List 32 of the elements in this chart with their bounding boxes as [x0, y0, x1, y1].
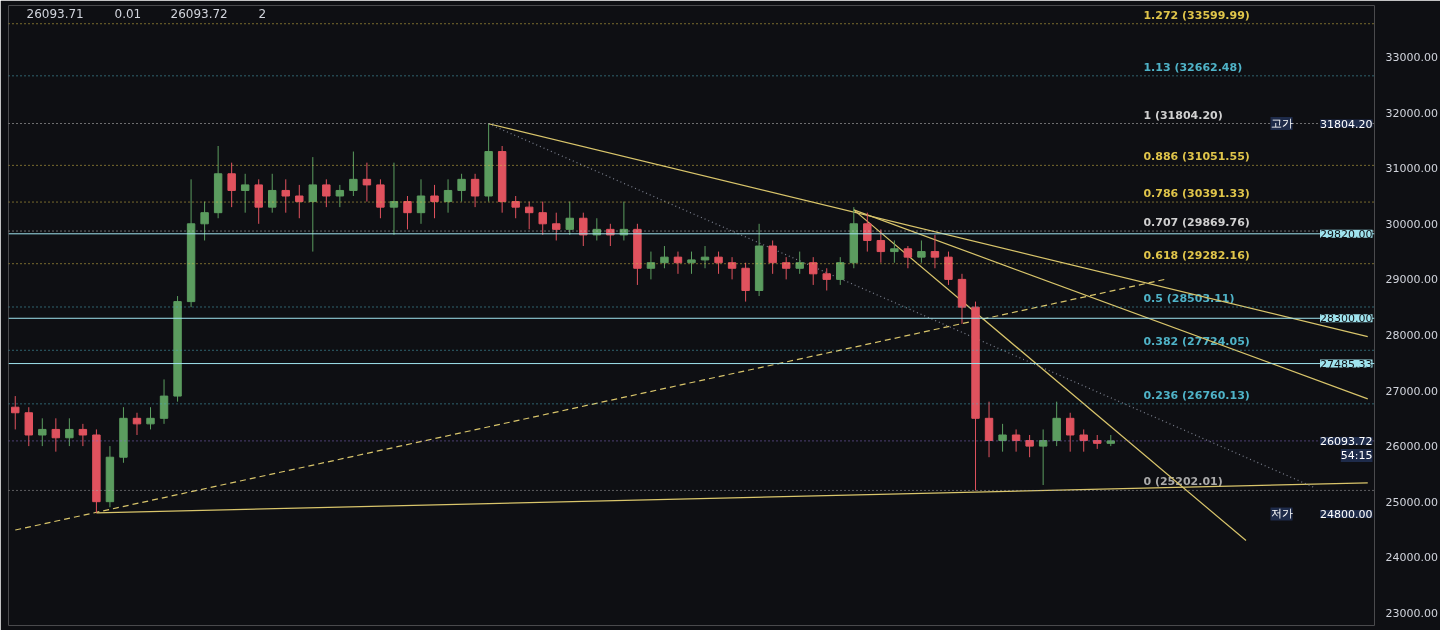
annotation: 저가: [1270, 507, 1293, 521]
ref-line-label: 0.236 (26760.13): [1143, 388, 1250, 402]
annotation: 2: [258, 7, 267, 21]
y-tick-label: 25000.00: [1385, 495, 1438, 509]
y-tick-label: 27000.00: [1385, 384, 1438, 398]
ref-line-label: 0.618 (29282.16): [1143, 248, 1250, 262]
y-tick-label: 26000.00: [1385, 440, 1438, 454]
annotation: 26093.72: [1320, 434, 1373, 448]
y-tick-label: 29000.00: [1385, 273, 1438, 287]
y-tick-label: 30000.00: [1385, 217, 1438, 231]
ref-line-label: 0.886 (31051.55): [1143, 150, 1250, 164]
ref-line-label: 1 (31804.20): [1143, 108, 1223, 122]
y-tick-label: 31000.00: [1385, 162, 1438, 176]
ref-line-label: 1.13 (32662.48): [1143, 60, 1243, 74]
annotation: 54:15: [1340, 449, 1373, 463]
y-tick-label: 32000.00: [1385, 106, 1438, 120]
y-tick-label: 24000.00: [1385, 551, 1438, 565]
annotation: 26093.71: [26, 7, 84, 21]
y-tick-label: 28000.00: [1385, 328, 1438, 342]
ref-line-label: 27485.33: [1320, 357, 1373, 371]
ref-line-label: 1.272 (33599.99): [1143, 8, 1250, 22]
annotation: 31804.20: [1320, 117, 1373, 131]
ref-line-label: 29820.00: [1320, 227, 1373, 241]
ref-line-label: 28300.00: [1320, 312, 1373, 326]
annotation: 26093.72: [170, 7, 228, 21]
annotation: 0.01: [114, 7, 142, 21]
annotation: 고가: [1270, 117, 1293, 131]
ref-line-label: 0.786 (30391.33): [1143, 187, 1250, 201]
annotation: 24800.00: [1320, 507, 1373, 521]
y-tick-label: 23000.00: [1385, 606, 1438, 620]
y-tick-label: 33000.00: [1385, 51, 1438, 65]
ref-line-label: 0.707 (29869.76): [1143, 216, 1250, 230]
